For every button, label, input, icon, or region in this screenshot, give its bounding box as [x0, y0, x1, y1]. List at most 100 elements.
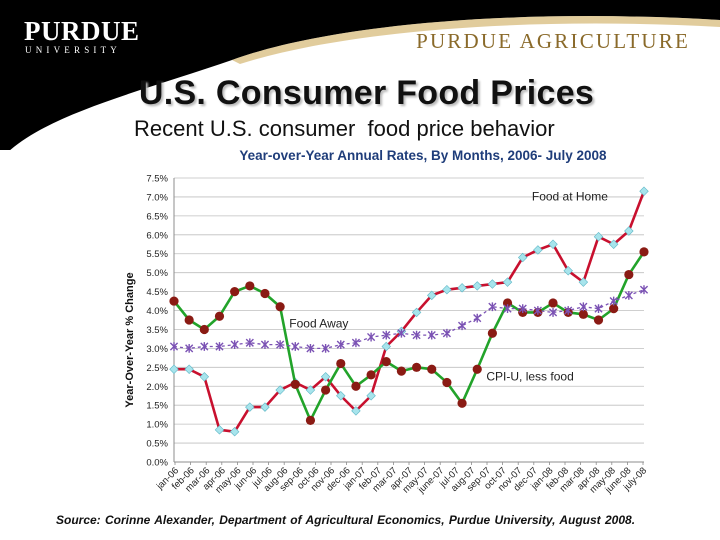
- data-point: [564, 306, 573, 315]
- data-point: [503, 304, 512, 314]
- y-tick-label: 7.0%: [146, 192, 168, 203]
- data-point: [199, 324, 209, 335]
- data-point: [533, 306, 542, 315]
- data-point: [487, 328, 497, 338]
- y-tick-label: 1.0%: [146, 420, 168, 431]
- data-point: [214, 311, 225, 321]
- data-point: [229, 426, 240, 437]
- data-point: [563, 266, 573, 276]
- y-tick-label: 0.0%: [146, 458, 168, 469]
- data-point: [427, 330, 436, 340]
- data-point: [442, 377, 452, 388]
- data-point: [594, 304, 603, 314]
- source-citation: Source: Corinne Alexander, Department of…: [56, 513, 636, 527]
- series-food-away: [169, 285, 649, 353]
- data-point: [275, 302, 285, 312]
- data-point: [245, 338, 254, 348]
- series-food-at-home: [169, 186, 649, 437]
- data-point: [306, 344, 315, 353]
- data-point: [442, 284, 452, 295]
- data-point: [230, 340, 239, 350]
- data-point: [639, 285, 649, 295]
- data-point: [624, 290, 633, 300]
- y-tick-label: 2.0%: [146, 382, 168, 393]
- data-point: [336, 391, 346, 401]
- data-point: [199, 372, 210, 382]
- data-point: [609, 296, 618, 306]
- data-point: [411, 362, 422, 372]
- series-cpi-u-less-food: [169, 247, 649, 425]
- data-point: [487, 279, 498, 289]
- header-swoosh-gold-edge: [232, 16, 720, 64]
- slide-subtitle: Recent U.S. consumer food price behavior: [134, 116, 555, 141]
- data-point: [381, 341, 391, 352]
- data-point: [200, 342, 209, 351]
- data-point: [608, 239, 619, 249]
- series-label: CPI-U, less food: [486, 370, 573, 384]
- data-point: [169, 296, 179, 306]
- data-point: [517, 252, 528, 263]
- data-point: [488, 302, 497, 312]
- header-banner: [0, 0, 720, 150]
- data-point: [367, 332, 376, 342]
- purdue-logo: PURDUE: [24, 16, 140, 46]
- data-point: [382, 330, 391, 340]
- series-line: [173, 289, 645, 350]
- data-point: [336, 358, 346, 369]
- data-point: [548, 298, 558, 308]
- data-point: [366, 370, 376, 380]
- data-point: [276, 340, 285, 350]
- data-point: [321, 344, 330, 353]
- y-tick-label: 1.5%: [146, 401, 168, 412]
- chart-title: Year-over-Year Annual Rates, By Months, …: [239, 148, 607, 163]
- y-tick-label: 6.5%: [146, 211, 168, 222]
- data-point: [275, 385, 285, 395]
- data-point: [427, 290, 437, 301]
- data-point: [351, 381, 361, 391]
- chart-series: [169, 186, 649, 437]
- data-point: [321, 385, 331, 395]
- data-point: [260, 402, 270, 412]
- data-point: [412, 330, 421, 340]
- data-point: [579, 302, 588, 312]
- data-point: [457, 321, 467, 331]
- data-point: [624, 226, 634, 236]
- data-point: [184, 315, 194, 325]
- series-label: Food Away: [289, 317, 348, 331]
- data-point: [305, 415, 316, 425]
- data-point: [184, 364, 194, 374]
- purdue-agriculture-brand: PURDUE AGRICULTURE: [416, 29, 690, 53]
- data-point: [593, 231, 604, 242]
- series-labels: Food at Home CPI-U, less food Food Away: [289, 190, 608, 384]
- data-point: [215, 342, 224, 351]
- data-point: [639, 247, 649, 257]
- data-point: [260, 340, 270, 350]
- data-point: [548, 239, 558, 249]
- data-point: [290, 379, 300, 389]
- data-point: [336, 340, 345, 350]
- data-point: [260, 288, 270, 299]
- data-point: [578, 309, 588, 319]
- data-point: [427, 364, 437, 374]
- data-point: [502, 277, 513, 287]
- data-point: [518, 304, 527, 314]
- y-tick-label: 0.5%: [146, 439, 168, 450]
- data-point: [472, 364, 482, 374]
- y-tick-label: 3.5%: [146, 325, 168, 336]
- data-point: [366, 391, 376, 401]
- y-tick-label: 6.0%: [146, 230, 168, 241]
- y-tick-label: 2.5%: [146, 363, 168, 374]
- slide-title: U.S. Consumer Food Prices: [138, 74, 595, 112]
- data-point: [593, 315, 604, 325]
- data-point: [169, 342, 179, 351]
- data-point: [457, 398, 467, 408]
- series-label: Food at Home: [532, 190, 608, 204]
- data-point: [578, 277, 589, 287]
- data-point: [624, 269, 634, 280]
- data-point: [381, 357, 391, 367]
- data-point: [351, 406, 361, 416]
- data-point: [291, 342, 300, 351]
- data-point: [457, 283, 467, 293]
- data-point: [548, 308, 558, 317]
- data-point: [639, 186, 649, 196]
